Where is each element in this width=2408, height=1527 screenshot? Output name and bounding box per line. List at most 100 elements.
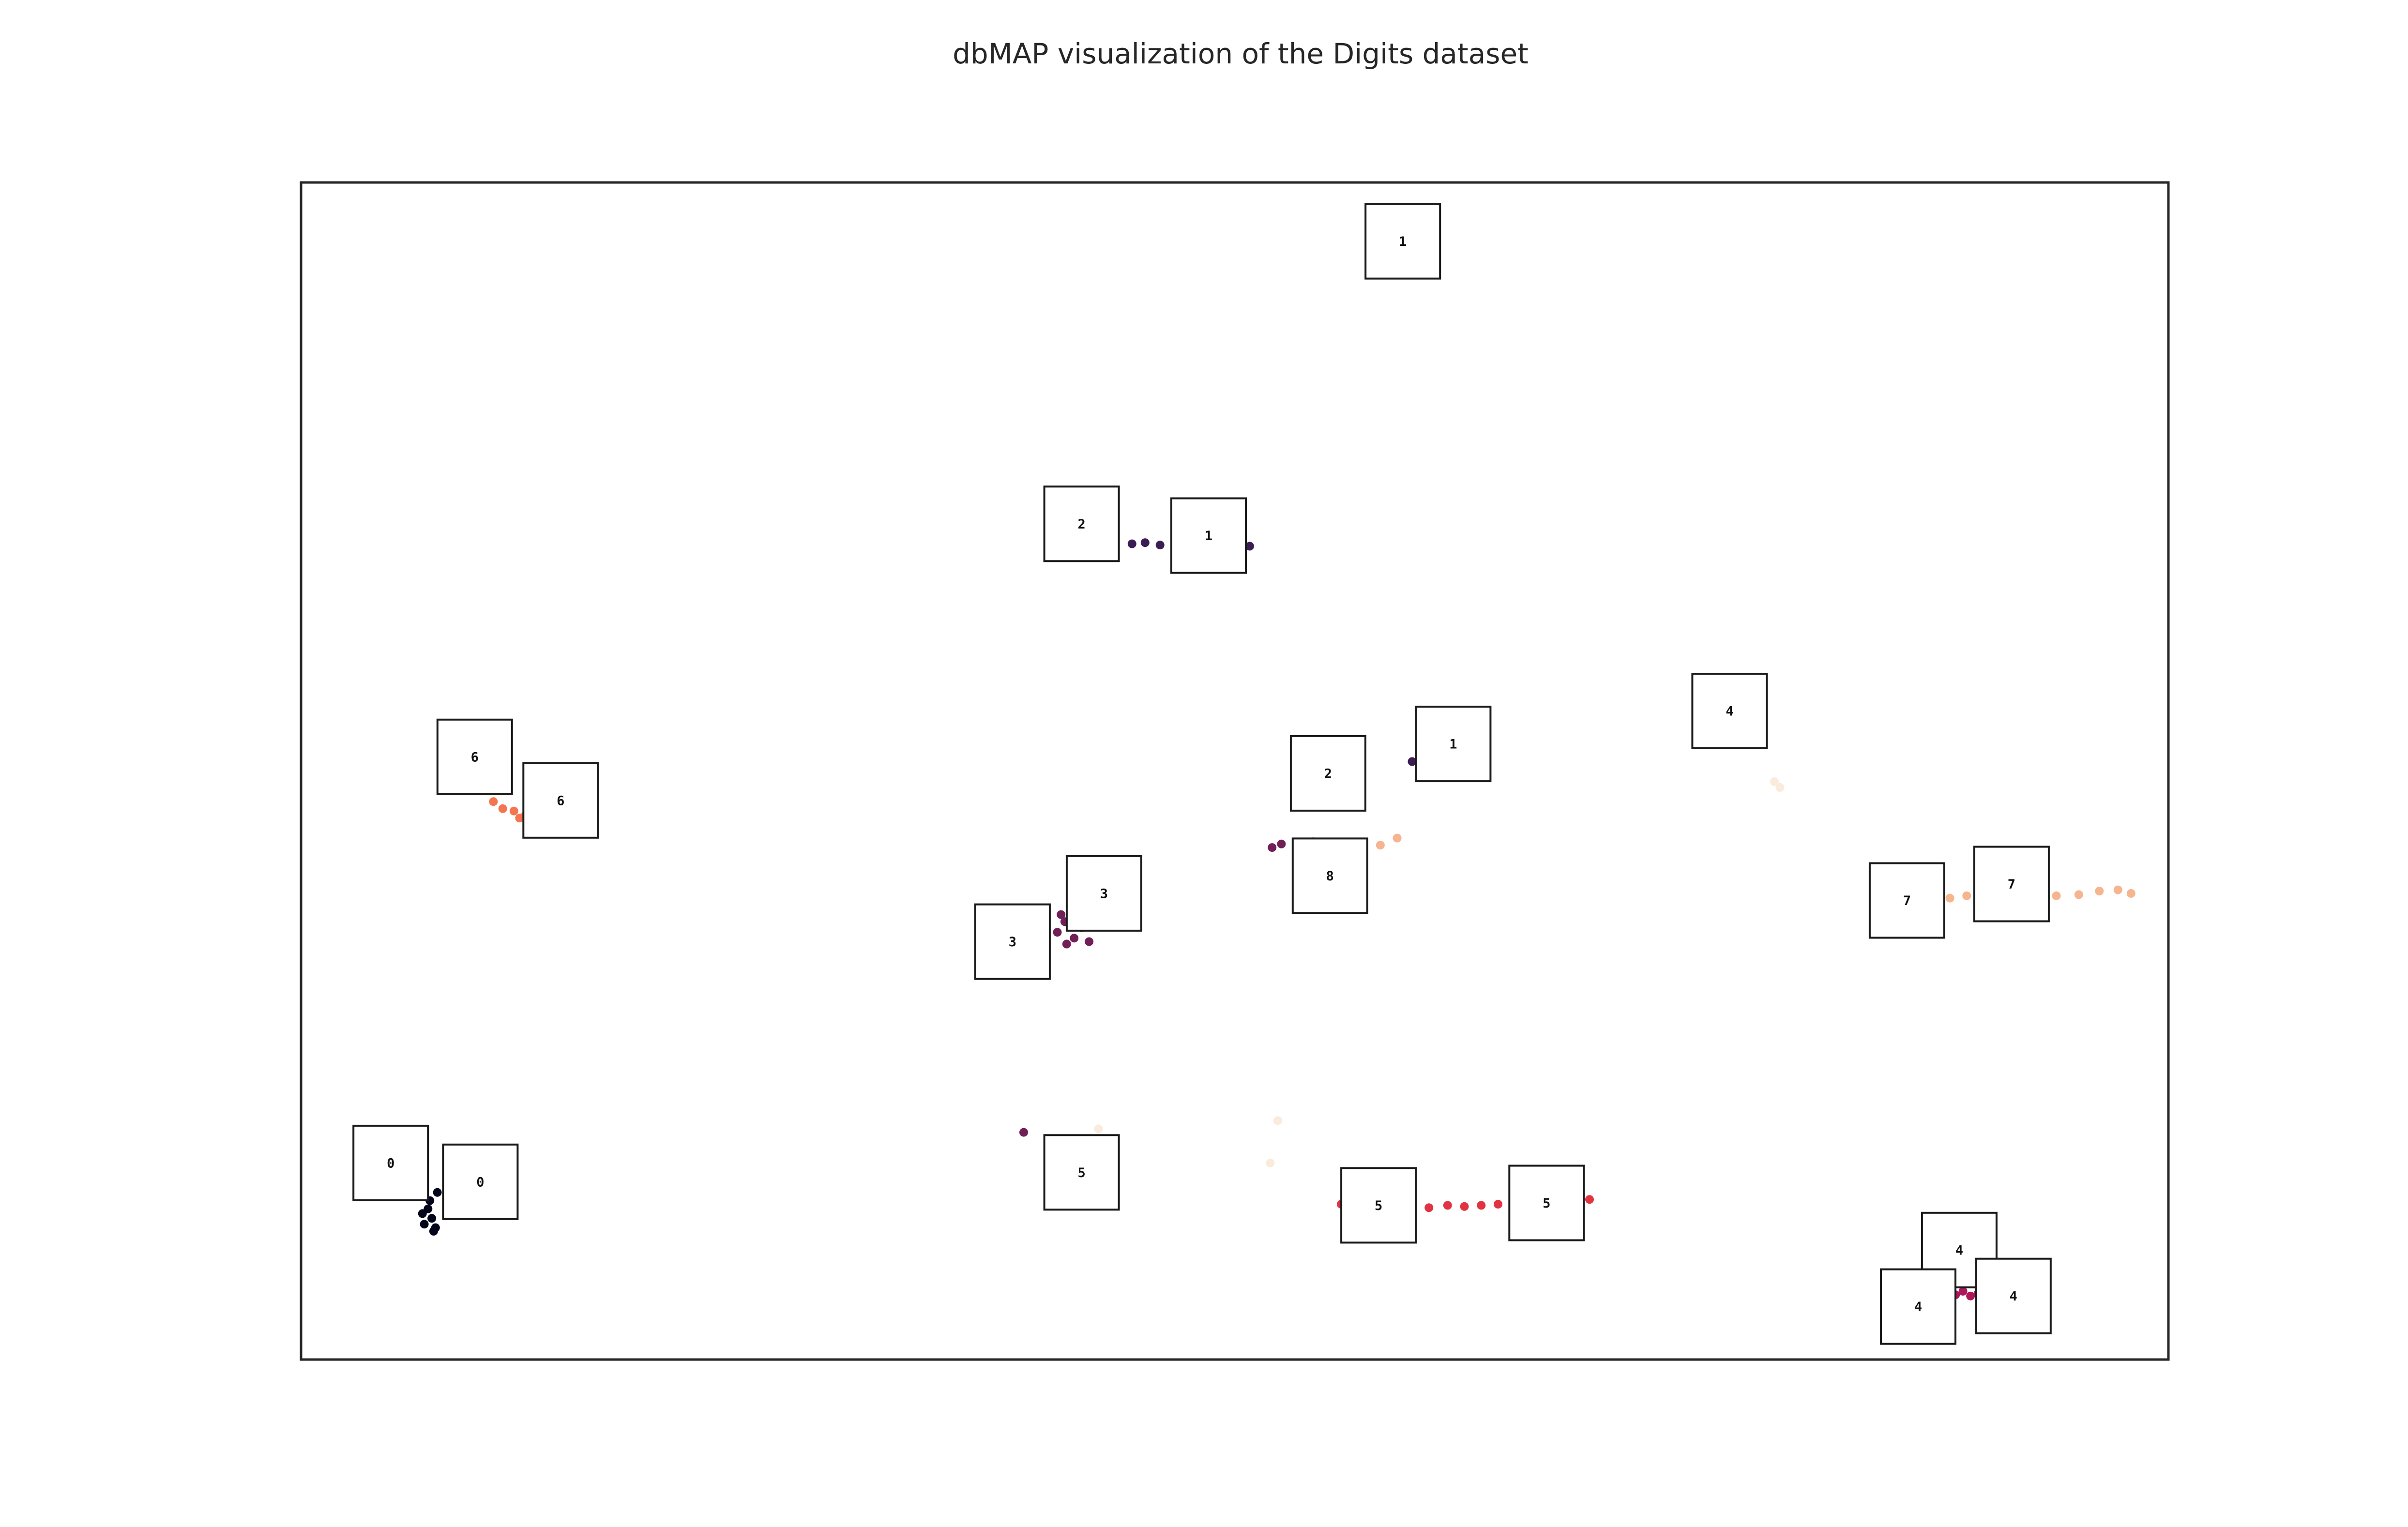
thumbnail-frame (1043, 1134, 1120, 1211)
digit-thumbnail: 4 (1880, 1268, 1956, 1345)
digit-thumbnail: 0 (352, 1124, 429, 1201)
thumbnail-frame (1691, 673, 1768, 749)
thumbnail-frame (1065, 855, 1142, 932)
digit-thumbnail: 6 (522, 762, 599, 839)
thumbnail-frame (522, 762, 599, 839)
digit-thumbnail: 1 (1364, 203, 1441, 280)
scatter-point (1266, 1158, 1275, 1167)
scatter-point (2126, 889, 2135, 898)
thumbnail-digit-label: 2 (1077, 517, 1085, 532)
scatter-point (1127, 539, 1136, 548)
thumbnail-digit-label: 1 (1205, 529, 1212, 544)
thumbnail-frame (1291, 837, 1368, 914)
scatter-point (509, 806, 518, 816)
thumbnail-frame (974, 903, 1051, 980)
scatter-point (1460, 1202, 1469, 1211)
thumbnail-digit-label: 4 (1914, 1300, 1922, 1315)
thumbnail-digit-label: 4 (1955, 1243, 1963, 1258)
thumbnail-frame (1973, 846, 2050, 922)
digit-thumbnail: 4 (1975, 1257, 2052, 1334)
digit-thumbnail: 6 (436, 718, 513, 795)
digit-thumbnail: 2 (1043, 485, 1120, 562)
digit-thumbnail: 1 (1415, 706, 1492, 783)
scatter-point (1245, 542, 1254, 551)
digit-thumbnail: 5 (1508, 1164, 1585, 1241)
thumbnail-digit-label: 7 (1903, 893, 1911, 908)
scatter-point (1945, 893, 1954, 903)
scatter-point (1062, 939, 1071, 949)
thumbnail-frame (1289, 735, 1366, 812)
thumbnail-frame (1868, 862, 1945, 939)
scatter-point (2052, 891, 2061, 900)
thumbnail-frame (1340, 1167, 1417, 1244)
thumbnail-frame (352, 1124, 429, 1201)
plot-area-frame (300, 181, 2170, 1361)
thumbnail-frame (436, 718, 513, 795)
thumbnail-digit-label: 7 (2008, 877, 2015, 892)
digit-thumbnail: 4 (1691, 673, 1768, 749)
scatter-point (2074, 890, 2083, 899)
digit-thumbnail: 8 (1291, 837, 1368, 914)
thumbnail-digit-label: 8 (1326, 869, 1334, 884)
digit-thumbnail: 1 (1170, 497, 1247, 574)
scatter-point (1094, 1124, 1103, 1134)
thumbnail-frame (1508, 1164, 1585, 1241)
scatter-point (1155, 541, 1165, 550)
scatter-point (1085, 937, 1094, 946)
digit-thumbnail: 3 (1065, 855, 1142, 932)
digit-thumbnail: 3 (974, 903, 1051, 980)
digit-thumbnail: 0 (442, 1143, 519, 1220)
thumbnail-digit-label: 4 (1726, 704, 1733, 719)
scatter-point (1424, 1203, 1434, 1212)
scatter-point (1585, 1195, 1594, 1204)
thumbnail-digit-label: 4 (2010, 1289, 2017, 1304)
digit-thumbnail: 5 (1043, 1134, 1120, 1211)
scatter-point (1376, 841, 1385, 850)
thumbnail-frame (1880, 1268, 1956, 1345)
scatter-point (1019, 1128, 1028, 1137)
thumbnail-digit-label: 3 (1100, 886, 1108, 901)
thumbnail-digit-label: 1 (1399, 234, 1407, 249)
digit-thumbnail: 2 (1289, 735, 1366, 812)
thumbnail-digit-label: 6 (471, 750, 479, 765)
thumbnail-digit-label: 2 (1324, 766, 1332, 781)
scatter-point (433, 1188, 442, 1197)
scatter-point (2095, 887, 2104, 896)
scatter-point (1053, 928, 1062, 937)
scatter-point (1070, 934, 1079, 943)
scatter-point (429, 1226, 438, 1236)
thumbnail-digit-label: 0 (476, 1175, 484, 1190)
thumbnail-frame (1043, 485, 1120, 562)
scatter-point (1443, 1201, 1452, 1210)
scatter-point (1958, 1286, 1968, 1296)
scatter-point (498, 804, 507, 813)
thumbnail-digit-label: 5 (1543, 1196, 1550, 1211)
scatter-point (489, 797, 498, 806)
scatter-point (1057, 910, 1066, 919)
thumbnail-frame (1364, 203, 1441, 280)
thumbnail-digit-label: 0 (387, 1156, 394, 1171)
thumbnail-digit-label: 6 (557, 793, 564, 808)
thumbnail-digit-label: 3 (1009, 935, 1016, 950)
scatter-point (2113, 885, 2122, 894)
scatter-point (1962, 891, 1971, 900)
scatter-point (1273, 1116, 1282, 1125)
digit-thumbnail: 7 (1973, 846, 2050, 922)
thumbnail-frame (1415, 706, 1492, 783)
thumbnail-frame (1170, 497, 1247, 574)
scatter-point (515, 814, 524, 823)
scatter-point (1268, 843, 1277, 852)
thumbnail-digit-label: 5 (1077, 1165, 1085, 1180)
chart-title: dbMAP visualization of the Digits datase… (953, 37, 1529, 70)
scatter-point (1775, 783, 1785, 792)
scatter-point (1770, 777, 1779, 786)
digit-thumbnail: 5 (1340, 1167, 1417, 1244)
scatter-point (1393, 833, 1402, 843)
scatter-point (1494, 1200, 1502, 1209)
scatter-point (1140, 538, 1150, 547)
scatter-point (1966, 1291, 1975, 1300)
scatter-point (418, 1209, 427, 1218)
scatter-point (1408, 757, 1417, 766)
